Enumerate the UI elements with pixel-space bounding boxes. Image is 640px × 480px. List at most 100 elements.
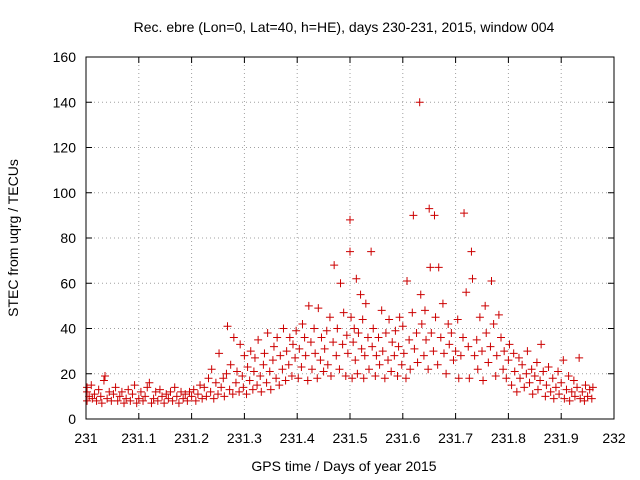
data-point <box>456 351 465 360</box>
data-point <box>282 347 291 356</box>
data-point <box>265 367 274 376</box>
data-point <box>219 374 228 383</box>
data-point <box>83 396 92 405</box>
data-point <box>292 326 301 335</box>
data-point <box>360 351 369 360</box>
data-point <box>439 349 448 358</box>
data-point <box>430 211 439 220</box>
data-point <box>497 333 506 342</box>
data-point <box>542 381 551 390</box>
data-point <box>211 378 220 387</box>
y-tick-label: 0 <box>68 411 76 427</box>
data-point <box>559 356 568 365</box>
data-point <box>537 340 546 349</box>
data-point <box>141 392 150 401</box>
data-point <box>356 290 365 299</box>
data-point <box>279 324 288 333</box>
data-point <box>417 319 426 328</box>
data-point <box>445 340 454 349</box>
data-point <box>353 369 362 378</box>
data-point <box>260 349 269 358</box>
data-point <box>243 362 252 371</box>
data-point <box>346 247 354 256</box>
data-point <box>398 322 407 331</box>
data-point <box>276 351 285 360</box>
data-point <box>281 376 290 385</box>
data-point <box>438 299 447 308</box>
data-point <box>569 376 578 385</box>
data-point <box>336 279 345 288</box>
data-point <box>562 385 571 394</box>
data-point <box>105 387 114 396</box>
data-point <box>523 347 532 356</box>
data-point <box>541 392 550 401</box>
data-point <box>338 340 347 349</box>
data-point <box>214 390 222 399</box>
x-tick-label: 231.5 <box>332 430 367 446</box>
data-point <box>433 360 442 369</box>
x-tick-label: 231.7 <box>438 430 473 446</box>
data-point <box>297 362 306 371</box>
data-point <box>486 342 495 351</box>
data-point <box>242 390 251 399</box>
data-point <box>413 358 422 367</box>
data-point <box>198 394 207 403</box>
data-point <box>395 313 404 322</box>
data-point <box>323 360 332 369</box>
data-point <box>500 347 509 356</box>
data-point <box>544 362 553 371</box>
data-point <box>367 247 376 256</box>
data-point <box>581 381 590 390</box>
data-point <box>520 383 529 392</box>
data-point <box>454 374 463 383</box>
y-tick-label: 100 <box>53 185 77 201</box>
data-point <box>393 372 402 381</box>
data-point <box>424 365 433 374</box>
data-point <box>245 376 254 385</box>
data-point <box>390 351 399 360</box>
data-point <box>453 315 462 324</box>
data-point <box>294 374 303 383</box>
data-point <box>132 399 141 408</box>
data-point <box>399 349 408 358</box>
data-point <box>94 385 103 394</box>
data-point <box>275 381 284 390</box>
data-point <box>231 378 240 387</box>
data-point <box>317 333 326 342</box>
data-point <box>124 385 133 394</box>
data-point <box>468 274 477 283</box>
data-point <box>83 383 92 392</box>
data-point <box>484 358 493 367</box>
data-point <box>573 383 582 392</box>
data-point <box>394 342 403 351</box>
data-point <box>272 374 281 383</box>
data-point <box>259 360 268 369</box>
data-point <box>449 356 458 365</box>
data-point <box>510 367 519 376</box>
chart-title: Rec. ebre (Lon=0, Lat=40, h=HE), days 23… <box>134 19 555 35</box>
data-point <box>422 335 431 344</box>
data-point <box>349 338 358 347</box>
data-point <box>346 215 354 224</box>
data-point <box>206 387 215 396</box>
data-point <box>372 351 381 360</box>
data-point <box>481 301 490 310</box>
data-point <box>291 353 300 362</box>
data-point <box>576 394 585 403</box>
data-point <box>499 365 508 374</box>
data-point <box>436 333 445 342</box>
data-point <box>273 333 282 342</box>
data-point <box>284 360 293 369</box>
data-point <box>215 349 224 358</box>
data-point <box>348 374 357 383</box>
data-point <box>134 394 143 403</box>
data-point <box>507 381 516 390</box>
x-axis-label: GPS time / Days of year 2015 <box>251 458 436 474</box>
data-point <box>326 372 335 381</box>
data-point <box>332 351 341 360</box>
data-point <box>347 313 356 322</box>
data-point <box>530 372 539 381</box>
data-point <box>177 387 186 396</box>
data-point <box>403 276 412 285</box>
